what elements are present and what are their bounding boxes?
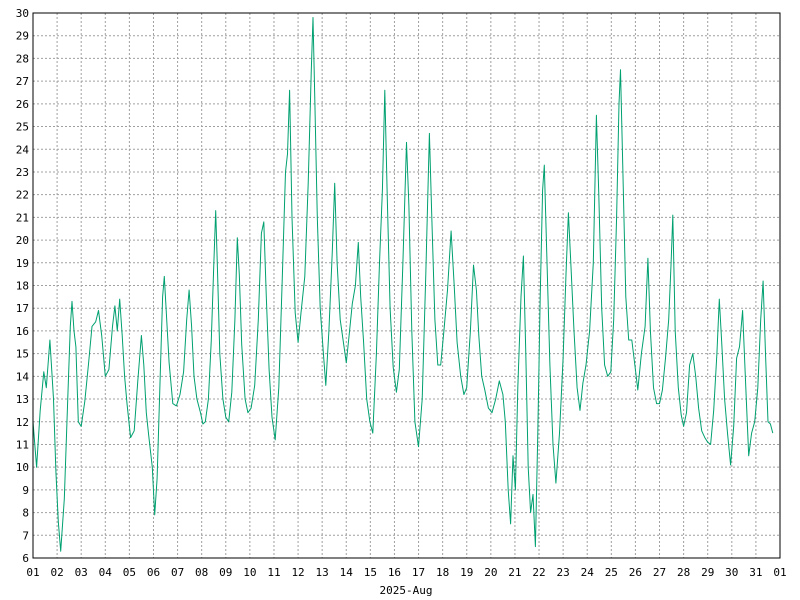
x-tick-label: 21 (508, 566, 521, 579)
y-tick-label: 10 (16, 461, 29, 474)
x-tick-label: 19 (460, 566, 473, 579)
y-tick-label: 12 (16, 416, 29, 429)
y-tick-label: 20 (16, 234, 29, 247)
y-tick-label: 24 (16, 143, 30, 156)
x-tick-label: 03 (75, 566, 88, 579)
y-tick-label: 11 (16, 438, 29, 451)
x-tick-label: 12 (291, 566, 304, 579)
x-tick-label: 02 (50, 566, 63, 579)
y-tick-label: 7 (22, 529, 29, 542)
x-axis-ticks: 01 02 03 04 05 06 07 08 09 10 11 12 13 14 15 16 17 18 19 20… (26, 566, 786, 579)
y-tick-label: 28 (16, 52, 29, 65)
x-tick-label: 28 (677, 566, 690, 579)
x-tick-label: 05 (123, 566, 136, 579)
x-tick-label: 25 (605, 566, 618, 579)
x-tick-label: 15 (364, 566, 377, 579)
x-tick-label: 17 (412, 566, 425, 579)
x-tick-label: 24 (581, 566, 595, 579)
y-tick-label: 9 (22, 484, 29, 497)
plot-area (32, 17, 774, 552)
y-tick-label: 23 (16, 166, 29, 179)
y-tick-label: 18 (16, 280, 29, 293)
x-tick-label: 01 (773, 566, 786, 579)
x-tick-label: 29 (701, 566, 714, 579)
x-tick-label: 08 (195, 566, 208, 579)
x-tick-label: 16 (388, 566, 401, 579)
x-tick-label: 07 (171, 566, 184, 579)
series-line-temperature (32, 17, 774, 552)
x-tick-label: 11 (267, 566, 280, 579)
y-tick-label: 29 (16, 30, 29, 43)
x-tick-label: 18 (436, 566, 449, 579)
x-tick-label: 06 (147, 566, 160, 579)
y-tick-label: 30 (16, 7, 29, 20)
y-tick-label: 13 (16, 393, 29, 406)
y-tick-label: 26 (16, 98, 29, 111)
x-tick-label: 27 (653, 566, 666, 579)
x-tick-label: 31 (749, 566, 762, 579)
x-tick-label: 22 (532, 566, 545, 579)
plot-frame (32, 12, 781, 559)
x-tick-label: 04 (99, 566, 113, 579)
y-tick-label: 16 (16, 325, 29, 338)
y-tick-label: 21 (16, 211, 29, 224)
x-tick-label: 30 (725, 566, 738, 579)
x-tick-label: 01 (26, 566, 39, 579)
y-tick-label: 14 (16, 370, 30, 383)
y-tick-label: 17 (16, 302, 29, 315)
y-tick-label: 27 (16, 75, 29, 88)
x-tick-label: 20 (484, 566, 497, 579)
y-tick-label: 19 (16, 257, 29, 270)
y-tick-label: 6 (22, 552, 29, 565)
x-tick-label: 10 (243, 566, 256, 579)
x-tick-label: 14 (340, 566, 354, 579)
y-tick-label: 25 (16, 121, 29, 134)
x-tick-label: 23 (557, 566, 570, 579)
y-tick-label: 22 (16, 189, 29, 202)
y-axis-ticks: 6 7 8 9 10 11 12 13 14 15 16 17 18 19 20 21 22 23 24 25 26 27… (16, 7, 30, 565)
x-tick-label: 09 (219, 566, 232, 579)
y-tick-label: 8 (22, 507, 29, 520)
x-tick-label: 13 (316, 566, 329, 579)
y-tick-label: 15 (16, 348, 29, 361)
x-tick-label: 26 (629, 566, 642, 579)
x-axis-label: 2025-Aug (380, 584, 433, 597)
